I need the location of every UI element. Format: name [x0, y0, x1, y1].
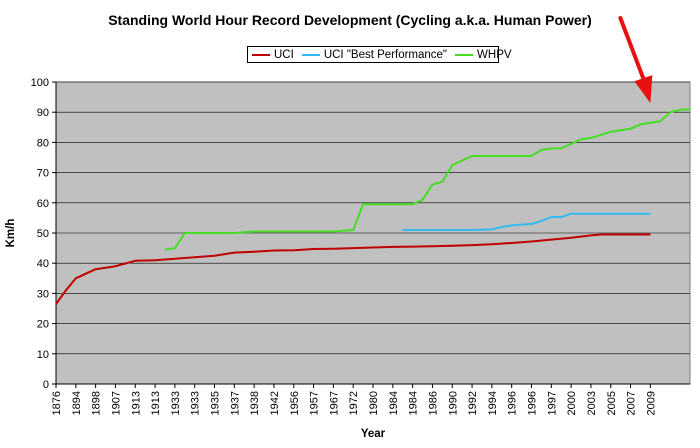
y-tick-label: 90: [37, 107, 49, 119]
legend-item-uci: UCI: [252, 49, 294, 61]
legend-label-uci-best: UCI "Best Performance": [323, 48, 448, 61]
series-line-2: [164, 108, 691, 251]
x-tick-label: 2003: [586, 391, 598, 415]
x-tick-label: 1967: [328, 391, 340, 415]
y-tick-label: 10: [37, 349, 49, 361]
x-tick-label: 1938: [249, 391, 261, 415]
x-tick-label: 1980: [368, 391, 380, 415]
y-tick-label: 100: [31, 77, 49, 89]
legend-swatch-whpv: [455, 53, 474, 56]
x-tick-label: 1990: [447, 391, 459, 415]
legend-item-uci-best: UCI "Best Performance": [301, 48, 448, 61]
x-tick-label: 1942: [269, 391, 281, 415]
legend: UCI UCI "Best Performance" WHPV: [247, 46, 512, 63]
x-tick-label: 1933: [170, 391, 182, 415]
x-tick-label: 1876: [51, 391, 63, 415]
x-tick-label: 1984: [408, 391, 420, 415]
y-tick-label: 0: [43, 379, 49, 391]
x-tick-label: 1898: [91, 391, 103, 415]
x-tick-label: 1933: [190, 391, 202, 415]
legend-item-whpv: WHPV: [455, 49, 512, 61]
series-lines: [55, 108, 691, 305]
y-tick-label: 70: [37, 168, 49, 180]
y-axis-title: Km/h: [5, 219, 17, 248]
y-tick-label: 40: [37, 258, 49, 270]
x-tick-label: 1913: [130, 391, 142, 415]
x-tick-label: 1972: [348, 391, 360, 415]
y-tick-label: 50: [37, 228, 49, 240]
y-tick-label: 80: [37, 137, 49, 149]
x-tick-label: 2005: [606, 391, 618, 415]
x-tick-label: 1997: [546, 391, 558, 415]
legend-label-whpv: WHPV: [477, 48, 512, 61]
legend-label-uci: UCI: [274, 48, 294, 61]
x-tick-label: 1996: [527, 391, 539, 415]
y-tick-label: 30: [37, 288, 49, 300]
x-tick-label: 1994: [487, 391, 499, 415]
arrow-head: [634, 75, 653, 104]
x-tick-label: 1986: [427, 391, 439, 415]
arrow-shaft: [618, 16, 647, 84]
red-arrow-annotation: [618, 16, 653, 104]
chart-title: Standing World Hour Record Development (…: [108, 12, 592, 28]
x-tick-label: 1957: [309, 391, 321, 415]
series-line-0: [55, 233, 651, 305]
x-tick-label: 1894: [71, 391, 83, 415]
y-tick-label: 60: [37, 198, 49, 210]
y-axis: 0 10 20 30 40 50 60 70 80 90 100: [31, 77, 57, 391]
y-tick-label: 20: [37, 319, 49, 331]
x-axis-title: Year: [361, 428, 386, 440]
x-tick-label: 2009: [645, 391, 657, 415]
series-line-1: [402, 212, 651, 231]
x-tick-label: 1907: [110, 391, 122, 415]
gridlines: [56, 81, 690, 355]
x-tick-label: 1992: [467, 391, 479, 415]
x-tick-label: 2000: [566, 391, 578, 415]
legend-swatch-uci-best: [301, 53, 320, 56]
x-tick-label: 1996: [507, 391, 519, 415]
x-tick-label: 1937: [229, 391, 241, 415]
x-tick-label: 1956: [289, 391, 301, 415]
x-tick-label: 1984: [388, 391, 400, 415]
x-axis: 1876 1894 1898 1907 1913 1913 1933 1933 1935 1937…: [51, 383, 690, 415]
x-tick-label: 2007: [626, 391, 638, 415]
legend-swatch-uci: [252, 53, 270, 56]
x-tick-label: 1935: [210, 391, 222, 415]
x-tick-label: 1913: [150, 391, 162, 415]
